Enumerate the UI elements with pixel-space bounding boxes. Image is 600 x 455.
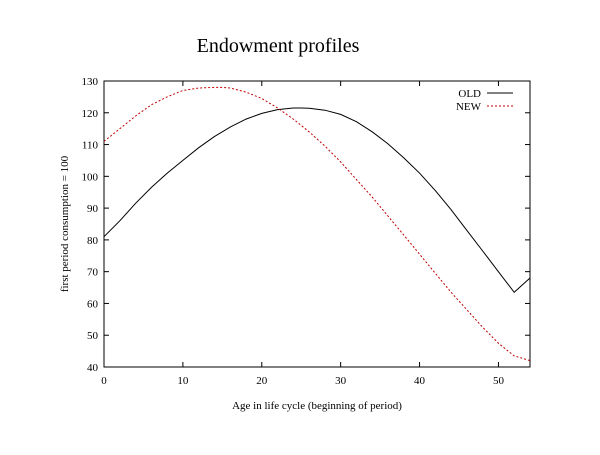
legend-label-old: OLD bbox=[458, 88, 481, 100]
x-tick-label: 0 bbox=[101, 375, 107, 387]
x-tick-label: 50 bbox=[493, 375, 505, 387]
x-tick-label: 30 bbox=[335, 375, 347, 387]
plot-frame bbox=[103, 80, 531, 368]
y-tick-label: 130 bbox=[82, 76, 99, 88]
y-tick-label: 90 bbox=[87, 203, 99, 215]
x-tick-label: 40 bbox=[414, 375, 426, 387]
y-tick-label: 50 bbox=[87, 330, 99, 342]
series-layer bbox=[103, 86, 531, 362]
x-tick-label: 20 bbox=[256, 375, 268, 387]
legend-label-new: NEW bbox=[456, 101, 482, 113]
series-line-new bbox=[103, 86, 531, 362]
y-tick-label: 70 bbox=[87, 267, 99, 279]
y-tick-label: 40 bbox=[87, 362, 99, 374]
series-line-old bbox=[103, 107, 531, 294]
y-axis-title: first period consumption = 100 bbox=[59, 155, 71, 292]
x-axis-title: Age in life cycle (beginning of period) bbox=[232, 400, 402, 412]
y-tick-label: 100 bbox=[82, 171, 99, 183]
chart-title: Endowment profiles bbox=[197, 35, 360, 57]
y-tick-label: 120 bbox=[82, 108, 99, 120]
y-tick-label: 110 bbox=[82, 140, 99, 152]
y-tick-label: 80 bbox=[87, 235, 99, 247]
x-axis: 0 10 20 30 40 50 bbox=[101, 81, 504, 387]
x-tick-label: 10 bbox=[177, 375, 189, 387]
y-tick-label: 60 bbox=[87, 298, 99, 310]
y-axis: 40 50 60 70 80 90 100 110 120 130 bbox=[82, 76, 530, 374]
